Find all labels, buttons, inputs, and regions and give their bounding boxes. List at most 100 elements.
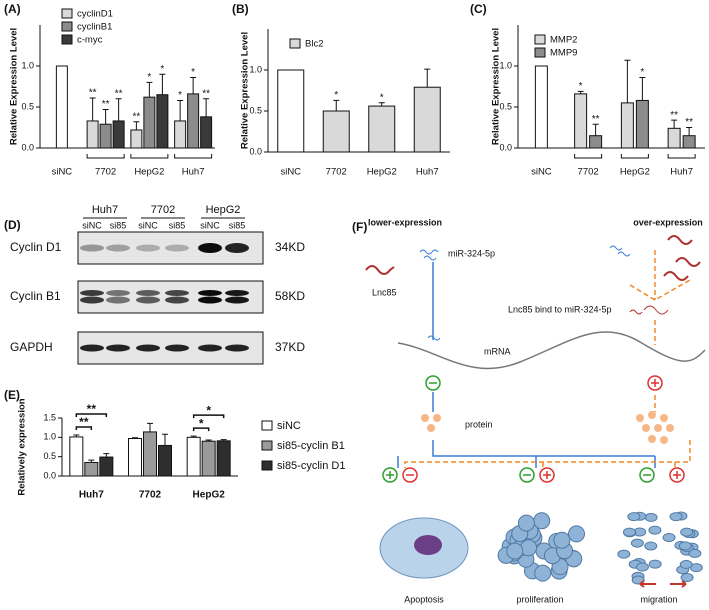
y-axis-label: Relative Expression Level [491, 28, 502, 145]
bar [534, 65, 548, 149]
error-bar [132, 437, 138, 439]
bar [589, 135, 603, 149]
bar [143, 431, 157, 477]
significance-label: ** [102, 99, 110, 110]
significance-bracket [192, 414, 225, 419]
x-tick-label: Huh7 [670, 167, 693, 178]
band [165, 344, 189, 352]
x-tick-label: HepG2 [193, 490, 226, 501]
bar [143, 96, 156, 149]
significance-bracket [75, 426, 93, 431]
y-tick-label: 0.0 [21, 142, 34, 152]
outcome-label: proliferation [516, 594, 563, 604]
panel-label: (F) [352, 220, 367, 234]
significance-label: * [640, 67, 644, 78]
migrating-cell [648, 559, 662, 569]
lane-label: si85 [110, 220, 127, 230]
band [165, 290, 189, 296]
y-axis-label: Relative Expression Level [9, 28, 20, 145]
proliferating-cell [568, 525, 586, 543]
lane-label: si85 [229, 220, 246, 230]
arrow [397, 440, 656, 468]
bar [69, 436, 84, 477]
migrating-cell [669, 512, 683, 522]
legend-label: si85-cyclin B1 [277, 440, 345, 452]
legend-label: cyclinD1 [77, 9, 113, 20]
increase-symbol [386, 471, 394, 479]
error-bar [146, 81, 153, 98]
band [136, 244, 160, 252]
lncrna-icon [365, 265, 395, 275]
outcome-label: migration [640, 594, 677, 604]
migrating-cell [622, 527, 636, 537]
cell-illustrations [379, 511, 703, 588]
x-tick-label: 7702 [578, 167, 599, 178]
migrating-cell [679, 559, 693, 569]
significance-label: * [178, 90, 182, 101]
x-tick-label: siNC [52, 167, 73, 178]
bar [156, 94, 169, 149]
legend-swatch [261, 420, 273, 431]
blot-size-label: 37KD [275, 340, 305, 354]
x-tick-label: siNC [280, 167, 301, 178]
legend-swatch [61, 34, 73, 45]
bar [277, 69, 305, 153]
legend-swatch [534, 34, 546, 45]
error-bar [624, 59, 631, 103]
bar [186, 436, 201, 477]
effect-symbols [382, 467, 685, 483]
x-tick-label: HepG2 [620, 167, 650, 178]
bar [86, 120, 99, 149]
bar [99, 123, 112, 149]
x-tick-label: HepG2 [134, 167, 164, 178]
significance-label: * [160, 64, 164, 75]
significance-label: ** [79, 415, 89, 429]
significance-bracket [75, 413, 108, 418]
band [136, 344, 160, 352]
x-tick-label: siNC [531, 167, 552, 178]
significance-label: * [191, 67, 195, 78]
lane-label: si85 [169, 220, 186, 230]
band [106, 344, 130, 352]
migrating-cell [630, 538, 644, 548]
legend-label: MMP9 [550, 48, 577, 59]
lncrna-icon [663, 235, 701, 281]
legend-label: siNC [277, 420, 301, 432]
y-axis-label: Relatively expression [17, 398, 28, 495]
error-bar [333, 99, 340, 111]
y-tick-label: 1.0 [499, 60, 512, 70]
bar [112, 120, 125, 149]
blot-group-label: Huh7 [92, 204, 118, 216]
error-bar [639, 76, 646, 101]
y-tick-label: 0.0 [43, 470, 56, 480]
bar [620, 102, 634, 149]
y-tick-label: 1.5 [43, 412, 56, 422]
increase-symbol [647, 375, 663, 391]
bar [216, 440, 231, 477]
proliferating-cell [553, 531, 571, 549]
error-bar [205, 439, 212, 442]
panel-label: (E) [4, 388, 20, 402]
error-bar [89, 97, 96, 121]
bar [174, 120, 187, 149]
significance-label: ** [132, 111, 140, 122]
error-bar [190, 76, 197, 94]
legend-swatch [61, 21, 73, 32]
band [136, 296, 160, 304]
mirna-icon [609, 245, 631, 257]
error-bar [177, 99, 184, 121]
band [80, 244, 104, 252]
panel-label: (D) [4, 218, 21, 232]
error-bar [671, 119, 678, 129]
bar [413, 86, 441, 153]
migrating-cell [680, 573, 694, 583]
protein-dots [421, 411, 674, 444]
arrow [629, 250, 691, 412]
increase-symbol [651, 379, 659, 387]
mrna-strand [397, 331, 706, 370]
bar [667, 127, 681, 149]
band [106, 290, 130, 296]
increase-symbol [673, 471, 681, 479]
band [198, 344, 222, 352]
panel-label: (A) [4, 2, 21, 16]
